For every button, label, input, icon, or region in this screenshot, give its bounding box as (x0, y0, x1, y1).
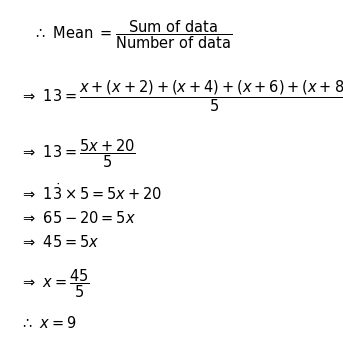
Text: $\Rightarrow\ x = \dfrac{45}{5}$: $\Rightarrow\ x = \dfrac{45}{5}$ (20, 267, 90, 300)
Text: $\Rightarrow\ 13 = \dfrac{x+(x+2)+(x+4)+(x+6)+(x+8)}{5}$: $\Rightarrow\ 13 = \dfrac{x+(x+2)+(x+4)+… (20, 78, 343, 114)
Text: $\therefore$ Mean $= \dfrac{\mathrm{Sum\ of\ data}}{\mathrm{Number\ of\ data}}$: $\therefore$ Mean $= \dfrac{\mathrm{Sum\… (33, 19, 233, 51)
Text: $\therefore\ x = 9$: $\therefore\ x = 9$ (20, 315, 76, 331)
Text: $\Rightarrow\ 45 = 5x$: $\Rightarrow\ 45 = 5x$ (20, 234, 99, 250)
Text: $\Rightarrow\ 65-20 = 5x$: $\Rightarrow\ 65-20 = 5x$ (20, 210, 136, 226)
Text: $\Rightarrow\ 1\dot{3} \times 5 = 5x+20$: $\Rightarrow\ 1\dot{3} \times 5 = 5x+20$ (20, 182, 162, 203)
Text: $\Rightarrow\ 13 = \dfrac{5x+20}{5}$: $\Rightarrow\ 13 = \dfrac{5x+20}{5}$ (20, 137, 136, 170)
